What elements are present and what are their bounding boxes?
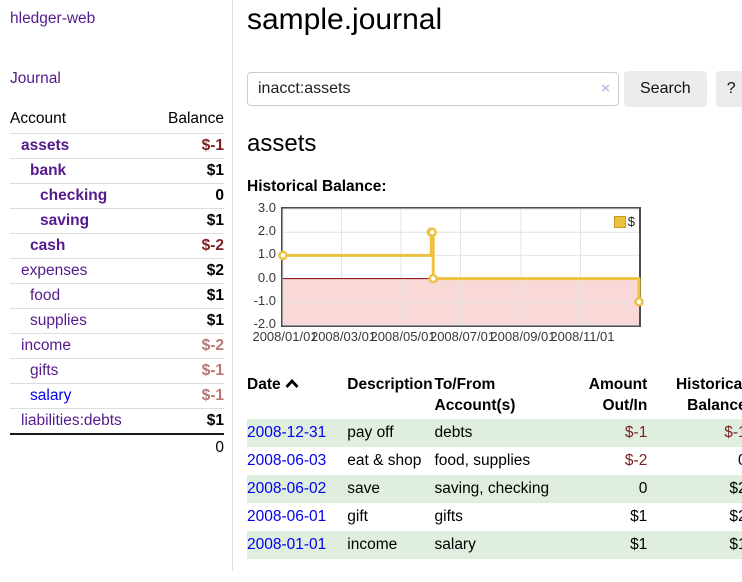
sidebar-item-supplies[interactable]: supplies	[30, 312, 87, 329]
clear-search-icon[interactable]: ×	[601, 80, 610, 97]
search-input[interactable]	[247, 72, 619, 106]
chart-title: Historical Balance:	[247, 178, 387, 195]
transaction-description: eat & shop	[347, 452, 422, 469]
sidebar-item-assets[interactable]: assets	[21, 137, 70, 154]
transaction-date-link[interactable]: 2008-06-02	[247, 480, 327, 497]
x-axis-tick-label: 2008/07/01	[429, 329, 496, 344]
transaction-amount: $-2	[624, 452, 648, 469]
account-column-header: Account	[10, 110, 67, 127]
x-axis: 2008/01/01 2008/03/01 2008/05/01 2008/07/01…	[252, 327, 643, 345]
search-bar: × Search ?	[247, 71, 742, 107]
sidebar-item-gifts[interactable]: gifts	[30, 362, 59, 379]
sidebar-item-saving[interactable]: saving	[40, 212, 90, 229]
y-axis-tick-label: 3.0	[257, 200, 276, 215]
account-balance: $1	[152, 308, 224, 334]
sidebar-item-salary[interactable]: salary	[30, 387, 72, 404]
transaction-accounts: saving, checking	[434, 480, 550, 497]
sidebar-item-income[interactable]: income	[21, 337, 71, 354]
register-table: Date Description To/From Account(s) Amou…	[247, 371, 742, 559]
sidebar: hledger-web Journal Account Balance asse…	[0, 0, 233, 571]
table-row: 2008-01-01 income salary $1 $1	[247, 531, 742, 559]
y-axis-tick-label: -1.0	[253, 292, 276, 308]
x-axis-tick-label: 2008/11/01	[550, 329, 615, 344]
date-column-header[interactable]: Date	[247, 371, 347, 419]
help-button[interactable]: ?	[715, 71, 742, 107]
account-balance: $-2	[152, 233, 224, 259]
account-heading: assets	[247, 130, 317, 157]
x-axis-tick-label: 2008/05/01	[370, 329, 436, 344]
account-balance: $1	[152, 283, 224, 309]
chart-plot-area[interactable]: $	[278, 207, 644, 327]
transaction-balance: $2	[729, 480, 742, 497]
search-button[interactable]: Search	[624, 71, 707, 107]
transaction-accounts: debts	[434, 424, 473, 441]
y-axis-tick-label: 0.0	[257, 269, 276, 285]
table-row: 2008-06-01 gift gifts $1 $2	[247, 503, 742, 531]
register-header-row: Date Description To/From Account(s) Amou…	[247, 371, 742, 419]
transaction-date-link[interactable]: 2008-12-31	[247, 424, 327, 441]
sidebar-item-expenses[interactable]: expenses	[21, 262, 88, 279]
account-balance: 0	[152, 183, 224, 209]
main-content: sample.journal × Search ? assets Histori…	[233, 0, 742, 571]
balance-column-header: Balance	[167, 110, 224, 127]
transaction-description: save	[347, 480, 381, 497]
account-balance: $2	[152, 258, 224, 284]
transaction-amount: $1	[630, 536, 648, 553]
sidebar-item-liabilities-debts[interactable]: liabilities:debts	[21, 412, 122, 429]
sidebar-item-journal[interactable]: Journal	[10, 70, 61, 87]
account-balance: $1	[152, 158, 224, 184]
account-tree: Account Balance assets $-1 bank $1 check…	[10, 108, 224, 460]
transaction-amount: 0	[638, 480, 648, 497]
x-axis-tick-label: 2008/03/01	[310, 329, 377, 344]
account-balance: $1	[152, 208, 224, 234]
legend-swatch-icon	[613, 215, 626, 228]
page-title: sample.journal	[247, 3, 443, 36]
sidebar-item-checking[interactable]: checking	[40, 187, 108, 204]
sidebar-item-food[interactable]: food	[30, 287, 61, 304]
transaction-date-link[interactable]: 2008-01-01	[247, 536, 327, 553]
account-balance: $1	[152, 408, 224, 435]
x-axis-tick-label: 2008/09/01	[490, 329, 556, 344]
transaction-amount: $-1	[624, 424, 648, 441]
transaction-description: gift	[347, 508, 368, 525]
account-tree-total: 0	[215, 439, 224, 456]
legend-label: $	[627, 214, 635, 229]
chart-legend: $	[613, 214, 635, 229]
historical-balance-chart: 3.0 2.0 1.0 0.0 -1.0 -2.0 $ 2008/01/01 2008/03…	[247, 201, 742, 345]
balance-column-header: Historical Balance	[675, 376, 742, 414]
y-axis: 3.0 2.0 1.0 0.0 -1.0 -2.0	[247, 201, 281, 331]
account-balance: $-1	[152, 383, 224, 409]
transaction-balance: 0	[647, 447, 742, 475]
transaction-description: income	[347, 536, 398, 553]
table-row: 2008-06-02 save saving, checking 0 $2	[247, 475, 742, 503]
y-axis-tick-label: 1.0	[257, 246, 276, 262]
transaction-accounts: salary	[434, 536, 476, 553]
transaction-balance: $-1	[724, 424, 742, 441]
y-axis-tick-label: 2.0	[257, 223, 276, 239]
transaction-amount: $1	[630, 508, 648, 525]
transaction-balance: $1	[729, 536, 742, 553]
y-axis-tick-label: -2.0	[253, 316, 276, 331]
x-axis-tick-label: 2008/01/01	[252, 329, 318, 344]
account-balance: $-2	[152, 333, 224, 359]
transaction-date-link[interactable]: 2008-06-03	[247, 452, 327, 469]
table-row: 2008-12-31 pay off debts $-1 $-1	[247, 419, 742, 447]
transaction-accounts: gifts	[434, 508, 463, 525]
account-balance: $-1	[152, 133, 224, 159]
transaction-description: pay off	[347, 424, 394, 441]
description-column-header: Description	[347, 376, 433, 393]
transaction-balance: $2	[729, 508, 742, 525]
accounts-column-header: To/From Account(s)	[434, 376, 516, 414]
sidebar-item-bank[interactable]: bank	[30, 162, 67, 179]
brand-link[interactable]: hledger-web	[10, 10, 96, 27]
table-row: 2008-06-03 eat & shop food, supplies $-2…	[247, 447, 742, 475]
sidebar-item-cash[interactable]: cash	[30, 237, 66, 254]
transaction-date-link[interactable]: 2008-06-01	[247, 508, 327, 525]
account-balance: $-1	[152, 358, 224, 384]
amount-column-header: Amount Out/In	[588, 376, 648, 414]
transaction-accounts: food, supplies	[434, 452, 531, 469]
sort-ascending-icon	[285, 378, 299, 388]
